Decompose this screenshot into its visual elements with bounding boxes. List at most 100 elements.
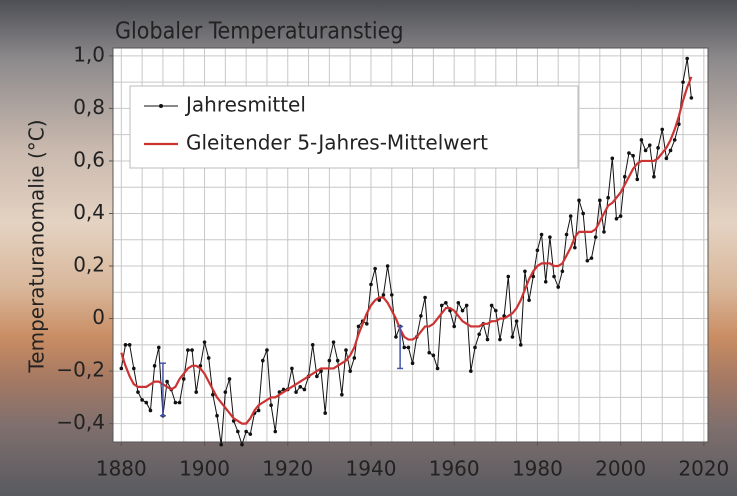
data-point [494, 309, 498, 313]
data-point [219, 443, 223, 447]
y-tick-label: 0 [92, 305, 105, 329]
data-point [178, 401, 182, 405]
data-point [511, 335, 515, 339]
data-point [652, 175, 656, 179]
data-point [427, 351, 431, 355]
y-tick-label: 1,0 [73, 42, 105, 66]
data-point [602, 230, 606, 234]
data-point [523, 269, 527, 273]
data-point [336, 359, 340, 363]
data-point [365, 322, 369, 326]
data-point [419, 314, 423, 318]
data-point [432, 354, 436, 358]
data-point [436, 367, 440, 371]
data-point [548, 235, 552, 239]
y-tick-label: 0,6 [73, 147, 105, 171]
data-point [149, 409, 153, 413]
data-point [660, 128, 664, 132]
legend-marker [159, 104, 163, 108]
data-point [157, 346, 161, 350]
x-tick-label: 1980 [512, 457, 563, 481]
chart-title: Globaler Temperaturanstieg [115, 19, 404, 45]
data-point [536, 248, 540, 252]
data-point [486, 338, 490, 342]
x-tick-label: 2000 [595, 457, 646, 481]
data-point [519, 343, 523, 347]
data-point [402, 346, 406, 350]
data-point [257, 409, 261, 413]
data-point [357, 325, 361, 329]
data-point [581, 212, 585, 216]
data-point [124, 343, 128, 347]
data-point [369, 283, 373, 287]
data-point [569, 214, 573, 218]
data-point [573, 246, 577, 250]
data-point [407, 346, 411, 350]
data-point [631, 154, 635, 158]
data-point [665, 157, 669, 161]
data-point [382, 293, 386, 297]
y-axis-label: Temperaturanomalie (°C) [25, 119, 49, 373]
data-point [540, 233, 544, 237]
data-point [627, 151, 631, 155]
data-point [203, 340, 207, 344]
data-point [656, 146, 660, 150]
data-point [556, 285, 560, 289]
x-tick-label: 1960 [429, 457, 480, 481]
data-point [640, 138, 644, 142]
data-point [473, 346, 477, 350]
x-tick-label: 1920 [262, 457, 313, 481]
data-point [623, 175, 627, 179]
data-point [457, 301, 461, 305]
data-point [619, 214, 623, 218]
data-point [444, 301, 448, 305]
data-point [552, 275, 556, 279]
y-tick-label: −0,4 [56, 410, 105, 434]
data-point [565, 233, 569, 237]
data-point [328, 359, 332, 363]
data-point [527, 298, 531, 302]
data-point [452, 325, 456, 329]
data-point [132, 367, 136, 371]
data-point [615, 217, 619, 221]
data-point [498, 338, 502, 342]
data-point [690, 96, 694, 100]
data-point [174, 401, 178, 405]
data-point [490, 304, 494, 308]
data-point [477, 333, 481, 337]
data-point [685, 57, 689, 61]
data-point [182, 377, 186, 381]
y-tick-label: 0,2 [73, 253, 105, 277]
data-point [294, 390, 298, 394]
data-point [207, 356, 211, 360]
data-point [673, 138, 677, 142]
data-point [290, 367, 294, 371]
chart: Globaler Temperaturanstieg Temperaturano… [0, 0, 737, 496]
data-point [344, 348, 348, 352]
data-point [249, 432, 253, 436]
data-point [136, 390, 140, 394]
data-point [298, 385, 302, 389]
data-point [594, 235, 598, 239]
data-point [224, 390, 228, 394]
x-tick-label: 2020 [678, 457, 729, 481]
data-point [669, 149, 673, 153]
data-point [120, 367, 124, 371]
background: Globaler Temperaturanstieg Temperaturano… [0, 0, 737, 496]
data-point [373, 267, 377, 271]
data-point [598, 199, 602, 203]
data-point [440, 304, 444, 308]
data-point [390, 293, 394, 297]
data-point [561, 269, 565, 273]
data-point [648, 143, 652, 147]
data-point [228, 377, 232, 381]
data-point [269, 403, 273, 407]
data-point [644, 149, 648, 153]
data-point [240, 443, 244, 447]
data-point [315, 375, 319, 379]
data-point [323, 411, 327, 415]
data-point [386, 264, 390, 268]
legend-label: Gleitender 5-Jahres-Mittelwert [186, 131, 488, 155]
data-point [394, 335, 398, 339]
